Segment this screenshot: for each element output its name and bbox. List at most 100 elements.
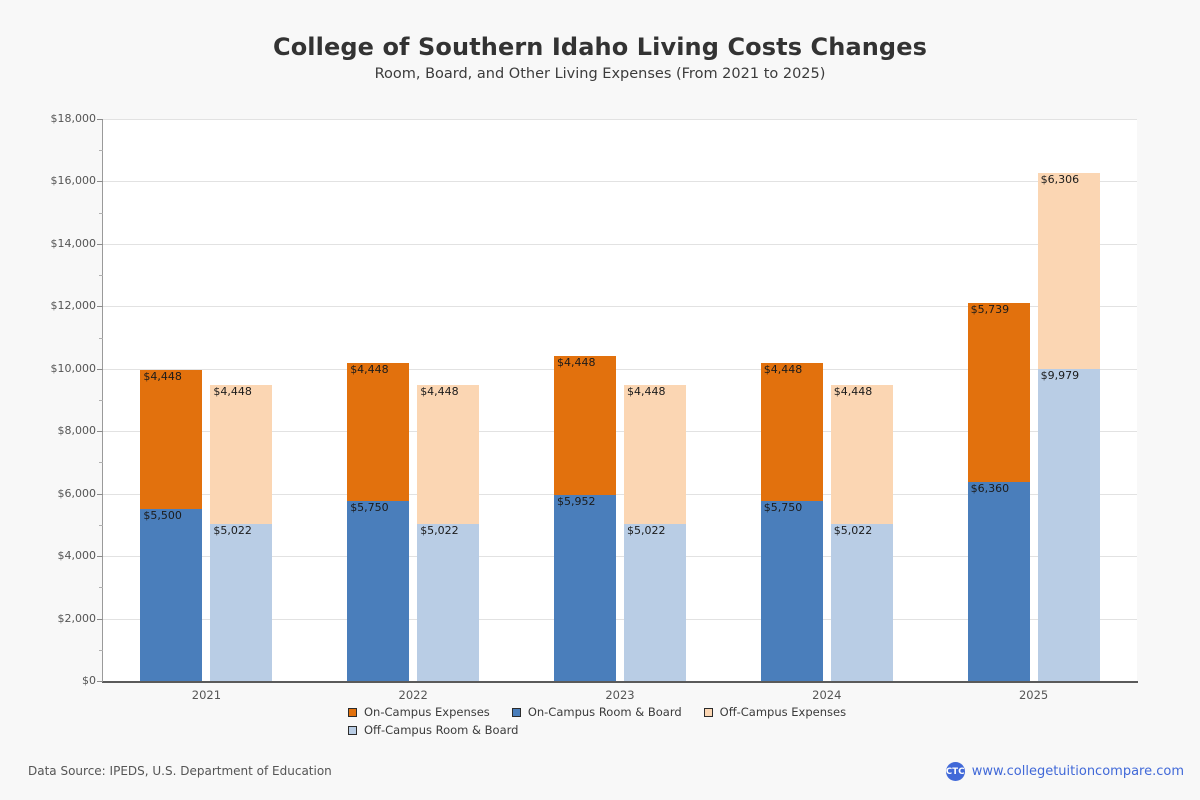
y-tick-minor — [99, 337, 103, 339]
gridline — [103, 368, 1137, 370]
y-axis-tick-label: $2,000 — [57, 611, 97, 625]
brand-link[interactable]: CTC www.collegetuitioncompare.com — [945, 762, 1184, 781]
x-axis-tick-label: 2022 — [398, 688, 428, 702]
x-axis-tick-label: 2024 — [812, 688, 842, 702]
bar-value-label: $5,022 — [213, 524, 252, 538]
y-axis-tick-label: $0 — [82, 674, 96, 687]
legend-item[interactable]: Off-Campus Room & Board — [348, 723, 518, 737]
y-axis-tick-label: $8,000 — [57, 424, 97, 438]
y-tick-minor — [99, 524, 103, 526]
chart-legend: On-Campus Expenses On-Campus Room & Board… — [348, 703, 868, 739]
y-tick-major — [97, 556, 103, 558]
y-tick-minor — [99, 212, 103, 214]
gridline — [103, 181, 1137, 183]
y-tick-minor — [99, 649, 103, 651]
y-axis-tick-label: $18,000 — [50, 112, 97, 125]
bar-segment[interactable] — [967, 482, 1030, 681]
brand-website-text: www.collegetuitioncompare.com — [971, 764, 1184, 779]
y-axis-tick-label: $10,000 — [50, 361, 97, 375]
bar-segment[interactable] — [830, 385, 893, 525]
bar-value-label: $5,739 — [970, 303, 1010, 317]
gridline — [103, 493, 1137, 495]
bar-value-label: $6,360 — [970, 482, 1010, 496]
y-tick-minor — [99, 587, 103, 589]
y-tick-minor — [99, 150, 103, 152]
bar-segment[interactable] — [554, 356, 616, 496]
bar-value-label: $6,306 — [1040, 172, 1080, 186]
bar-segment[interactable] — [830, 524, 893, 681]
gridline — [103, 243, 1137, 245]
bar-segment[interactable] — [760, 501, 823, 681]
x-axis-tick-label: 2021 — [191, 688, 222, 702]
bar-value-label: $5,750 — [763, 501, 803, 515]
bar-value-label: $5,750 — [350, 501, 389, 515]
y-tick-minor — [99, 462, 103, 464]
y-tick-major — [97, 368, 103, 370]
y-axis-tick-label: $12,000 — [50, 299, 97, 313]
y-tick-major — [97, 493, 103, 495]
chart-title: College of Southern Idaho Living Costs C… — [273, 33, 927, 61]
bar-segment[interactable] — [140, 509, 203, 681]
gridline — [103, 306, 1137, 308]
bar-segment[interactable] — [417, 524, 480, 681]
bar-segment[interactable] — [347, 362, 410, 502]
bar-segment[interactable] — [1037, 369, 1100, 681]
y-tick-major — [97, 243, 103, 245]
legend-item[interactable]: On-Campus Room & Board — [511, 705, 682, 719]
bar-value-label: $5,500 — [143, 509, 182, 523]
bar-segment[interactable] — [554, 495, 616, 681]
y-tick-major — [97, 431, 103, 433]
legend-swatch-icon — [703, 707, 713, 717]
bar-value-label: $4,448 — [143, 370, 182, 384]
chart-subtitle: Room, Board, and Other Living Expenses (… — [374, 66, 826, 82]
plot-area: $5,500 $4,448 $5,022 $4,448 $5,750 $4,448 $5,0… — [97, 119, 1137, 682]
y-tick-major — [97, 306, 103, 308]
bar-segment[interactable] — [210, 385, 273, 525]
y-axis-tick-label: $16,000 — [50, 174, 97, 188]
gridline — [103, 618, 1137, 620]
bar-value-label: $4,448 — [833, 385, 873, 399]
legend-row: On-Campus Expenses On-Campus Room & Board… — [348, 703, 868, 721]
legend-label: Off-Campus Expenses — [719, 705, 847, 719]
bar-value-label: $4,448 — [763, 362, 803, 376]
x-axis-tick-label: 2023 — [605, 688, 635, 702]
legend-item[interactable]: Off-Campus Expenses — [703, 705, 847, 719]
gridline — [103, 431, 1137, 433]
bar-segment[interactable] — [140, 370, 203, 510]
bar-value-label: $4,448 — [213, 385, 252, 399]
bar-segment[interactable] — [624, 524, 686, 681]
y-axis-tick-label: $6,000 — [57, 486, 97, 500]
bar-value-label: $4,448 — [420, 385, 459, 399]
gridline — [103, 556, 1137, 558]
x-axis-line — [102, 681, 1138, 683]
legend-swatch-icon — [348, 707, 357, 717]
bar-value-label: $4,448 — [350, 362, 389, 376]
bar-segment[interactable] — [967, 303, 1030, 483]
bar-value-label: $5,022 — [420, 524, 459, 538]
y-axis-tick-label: $14,000 — [50, 236, 97, 250]
legend-label: On-Campus Expenses — [364, 705, 490, 719]
legend-swatch-icon — [348, 725, 357, 735]
legend-swatch-icon — [511, 707, 521, 717]
x-axis-tick-label: 2025 — [1018, 688, 1049, 702]
bar-segment[interactable] — [624, 385, 686, 525]
legend-item[interactable]: On-Campus Expenses — [348, 705, 490, 719]
bar-segment[interactable] — [210, 524, 273, 681]
y-tick-major — [97, 119, 103, 120]
bar-segment[interactable] — [417, 385, 480, 525]
y-tick-minor — [99, 400, 103, 401]
data-source-text: Data Source: IPEDS, U.S. Department of E… — [28, 764, 332, 778]
bar-segment[interactable] — [347, 501, 410, 681]
legend-label: Off-Campus Room & Board — [364, 723, 519, 737]
bar-value-label: $4,448 — [557, 356, 596, 370]
bar-segment[interactable] — [760, 362, 823, 502]
bar-segment[interactable] — [1037, 172, 1100, 370]
y-tick-minor — [99, 275, 103, 277]
legend-row: Off-Campus Room & Board — [348, 721, 868, 739]
gridline — [103, 119, 1137, 120]
bar-value-label: $5,952 — [557, 495, 596, 509]
bar-value-label: $9,979 — [1040, 369, 1080, 383]
bar-value-label: $5,022 — [627, 524, 666, 538]
bar-value-label: $4,448 — [627, 385, 666, 399]
